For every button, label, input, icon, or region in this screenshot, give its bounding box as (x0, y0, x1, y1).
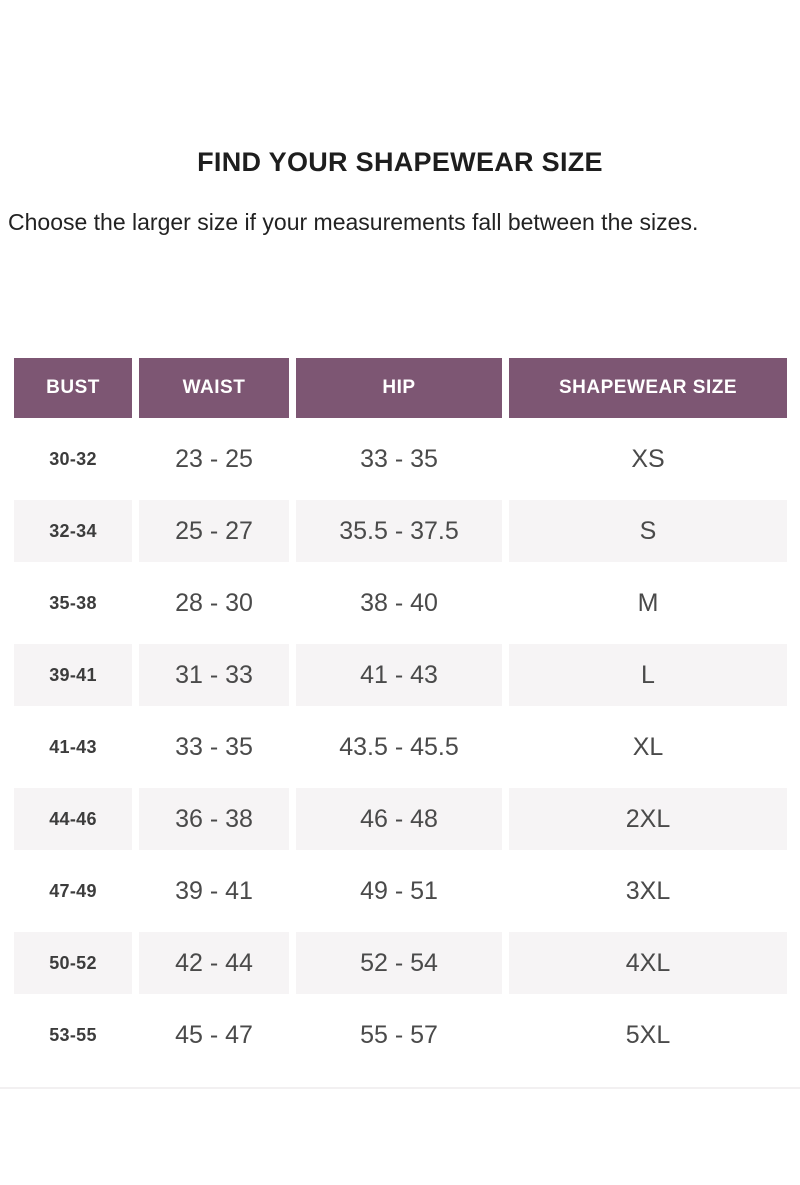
page-title: FIND YOUR SHAPEWEAR SIZE (197, 147, 603, 177)
cell-hip: 52 - 54 (296, 932, 502, 994)
cell-waist: 45 - 47 (139, 1004, 289, 1066)
cell-hip: 35.5 - 37.5 (296, 500, 502, 562)
cell-size: 4XL (509, 932, 787, 994)
cell-waist: 33 - 35 (139, 716, 289, 778)
cell-hip: 49 - 51 (296, 860, 502, 922)
cell-waist: 36 - 38 (139, 788, 289, 850)
cell-waist: 28 - 30 (139, 572, 289, 634)
cell-waist: 25 - 27 (139, 500, 289, 562)
cell-hip: 43.5 - 45.5 (296, 716, 502, 778)
column-header-bust: BUST (14, 358, 132, 418)
table-row: 47-49 39 - 41 49 - 51 3XL (14, 860, 787, 922)
table-body: 30-32 23 - 25 33 - 35 XS 32-34 25 - 27 35.5 - … (14, 428, 787, 1066)
size-guide-note: Choose the larger size if your measureme… (8, 209, 699, 235)
cell-size: M (509, 572, 787, 634)
table-row: 35-38 28 - 30 38 - 40 M (14, 572, 787, 634)
section-divider (0, 1087, 800, 1089)
cell-waist: 31 - 33 (139, 644, 289, 706)
table-row: 30-32 23 - 25 33 - 35 XS (14, 428, 787, 490)
cell-bust: 41-43 (14, 716, 132, 778)
table-row: 50-52 42 - 44 52 - 54 4XL (14, 932, 787, 994)
cell-hip: 41 - 43 (296, 644, 502, 706)
cell-hip: 38 - 40 (296, 572, 502, 634)
cell-bust: 44-46 (14, 788, 132, 850)
cell-hip: 33 - 35 (296, 428, 502, 490)
column-header-shapewear-size: SHAPEWEAR SIZE (509, 358, 787, 418)
cell-size: XL (509, 716, 787, 778)
cell-waist: 42 - 44 (139, 932, 289, 994)
cell-bust: 32-34 (14, 500, 132, 562)
table-header-row: BUST WAIST HIP SHAPEWEAR SIZE (14, 358, 787, 418)
table-row: 39-41 31 - 33 41 - 43 L (14, 644, 787, 706)
cell-bust: 50-52 (14, 932, 132, 994)
table-row: 44-46 36 - 38 46 - 48 2XL (14, 788, 787, 850)
cell-size: XS (509, 428, 787, 490)
cell-size: 2XL (509, 788, 787, 850)
cell-size: 3XL (509, 860, 787, 922)
cell-bust: 53-55 (14, 1004, 132, 1066)
table-row: 53-55 45 - 47 55 - 57 5XL (14, 1004, 787, 1066)
cell-bust: 47-49 (14, 860, 132, 922)
cell-waist: 39 - 41 (139, 860, 289, 922)
table-row: 32-34 25 - 27 35.5 - 37.5 S (14, 500, 787, 562)
column-header-hip: HIP (296, 358, 502, 418)
cell-hip: 55 - 57 (296, 1004, 502, 1066)
cell-hip: 46 - 48 (296, 788, 502, 850)
cell-bust: 39-41 (14, 644, 132, 706)
cell-waist: 23 - 25 (139, 428, 289, 490)
cell-size: S (509, 500, 787, 562)
cell-bust: 30-32 (14, 428, 132, 490)
column-header-waist: WAIST (139, 358, 289, 418)
cell-size: 5XL (509, 1004, 787, 1066)
table-row: 41-43 33 - 35 43.5 - 45.5 XL (14, 716, 787, 778)
cell-bust: 35-38 (14, 572, 132, 634)
size-chart-table: BUST WAIST HIP SHAPEWEAR SIZE 30-32 23 - … (14, 358, 787, 1066)
cell-size: L (509, 644, 787, 706)
